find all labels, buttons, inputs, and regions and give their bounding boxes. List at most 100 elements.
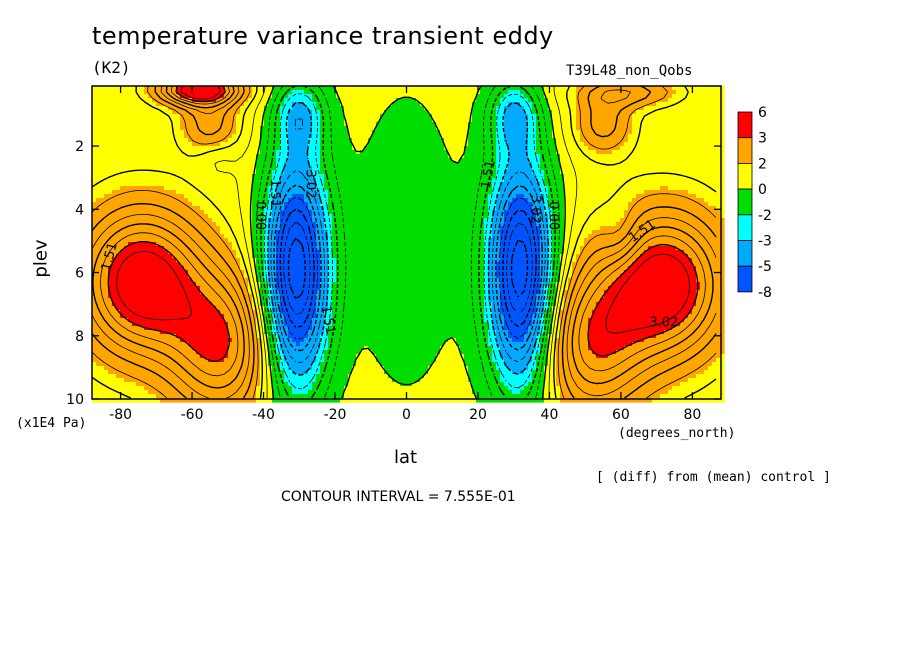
field-cell — [308, 94, 313, 99]
field-cell — [428, 122, 433, 127]
field-cell — [200, 158, 205, 163]
field-cell — [492, 130, 497, 135]
field-cell — [248, 154, 253, 159]
field-cell — [700, 122, 705, 127]
field-cell — [540, 118, 545, 123]
field-cell — [248, 186, 253, 191]
field-cell — [344, 182, 349, 187]
field-cell — [240, 102, 245, 107]
field-cell — [636, 146, 641, 151]
field-cell — [100, 102, 105, 107]
field-cell — [548, 118, 553, 123]
field-cell — [636, 122, 641, 127]
field-cell — [352, 154, 357, 159]
field-cell — [712, 162, 717, 167]
field-cell — [284, 130, 289, 135]
field-cell — [128, 98, 133, 103]
field-cell — [252, 106, 257, 111]
field-cell — [596, 198, 601, 203]
field-cell — [580, 106, 585, 111]
field-cell — [408, 202, 413, 207]
field-cell — [708, 118, 713, 123]
field-cell — [704, 102, 709, 107]
field-cell — [364, 170, 369, 175]
field-cell — [560, 182, 565, 187]
field-cell — [472, 86, 477, 91]
field-cell — [316, 206, 321, 211]
field-cell — [660, 182, 665, 187]
field-cell — [588, 86, 593, 91]
field-cell — [268, 194, 273, 199]
field-cell — [116, 138, 121, 143]
field-cell — [268, 182, 273, 187]
field-cell — [400, 170, 405, 175]
field-cell — [288, 138, 293, 143]
field-cell — [232, 94, 237, 99]
field-cell — [132, 130, 137, 135]
field-cell — [412, 134, 417, 139]
field-cell — [148, 206, 153, 211]
field-cell — [228, 170, 233, 175]
field-cell — [496, 102, 501, 107]
field-cell — [448, 202, 453, 207]
field-cell — [612, 86, 617, 91]
field-cell — [336, 194, 341, 199]
field-cell — [272, 106, 277, 111]
field-cell — [404, 206, 409, 211]
field-cell — [476, 134, 481, 139]
field-cell — [132, 98, 137, 103]
field-cell — [216, 202, 221, 207]
field-cell — [392, 98, 397, 103]
field-cell — [504, 186, 509, 191]
field-cell — [440, 154, 445, 159]
field-cell — [316, 106, 321, 111]
field-cell — [628, 122, 633, 127]
field-cell — [648, 190, 653, 195]
field-cell — [264, 130, 269, 135]
field-cell — [708, 102, 713, 107]
field-cell — [600, 146, 605, 151]
field-cell — [192, 94, 197, 99]
field-cell — [388, 94, 393, 99]
field-cell — [524, 106, 529, 111]
field-cell — [344, 166, 349, 171]
field-cell — [620, 202, 625, 207]
field-cell — [112, 190, 117, 195]
field-cell — [112, 122, 117, 127]
field-cell — [320, 202, 325, 207]
field-cell — [484, 158, 489, 163]
field-cell — [592, 138, 597, 143]
field-cell — [308, 138, 313, 143]
field-cell — [236, 198, 241, 203]
field-cell — [312, 170, 317, 175]
field-cell — [176, 162, 181, 167]
field-cell — [120, 110, 125, 115]
field-cell — [612, 174, 617, 179]
field-cell — [672, 166, 677, 171]
field-cell — [164, 114, 169, 119]
field-cell — [684, 122, 689, 127]
field-cell — [640, 198, 645, 203]
field-cell — [636, 162, 641, 167]
field-cell — [524, 202, 529, 207]
field-cell — [388, 198, 393, 203]
field-cell — [336, 86, 341, 91]
field-cell — [132, 190, 137, 195]
field-cell — [556, 190, 561, 195]
field-cell — [272, 102, 277, 107]
field-cell — [252, 142, 257, 147]
field-cell — [516, 134, 521, 139]
field-cell — [616, 138, 621, 143]
field-cell — [588, 170, 593, 175]
field-cell — [296, 102, 301, 107]
field-cell — [120, 142, 125, 147]
field-cell — [712, 106, 717, 111]
field-cell — [592, 206, 597, 211]
field-cell — [128, 190, 133, 195]
field-cell — [608, 94, 613, 99]
field-cell — [528, 138, 533, 143]
field-cell — [468, 90, 473, 95]
field-cell — [424, 162, 429, 167]
field-cell — [280, 210, 285, 215]
field-cell — [380, 146, 385, 151]
